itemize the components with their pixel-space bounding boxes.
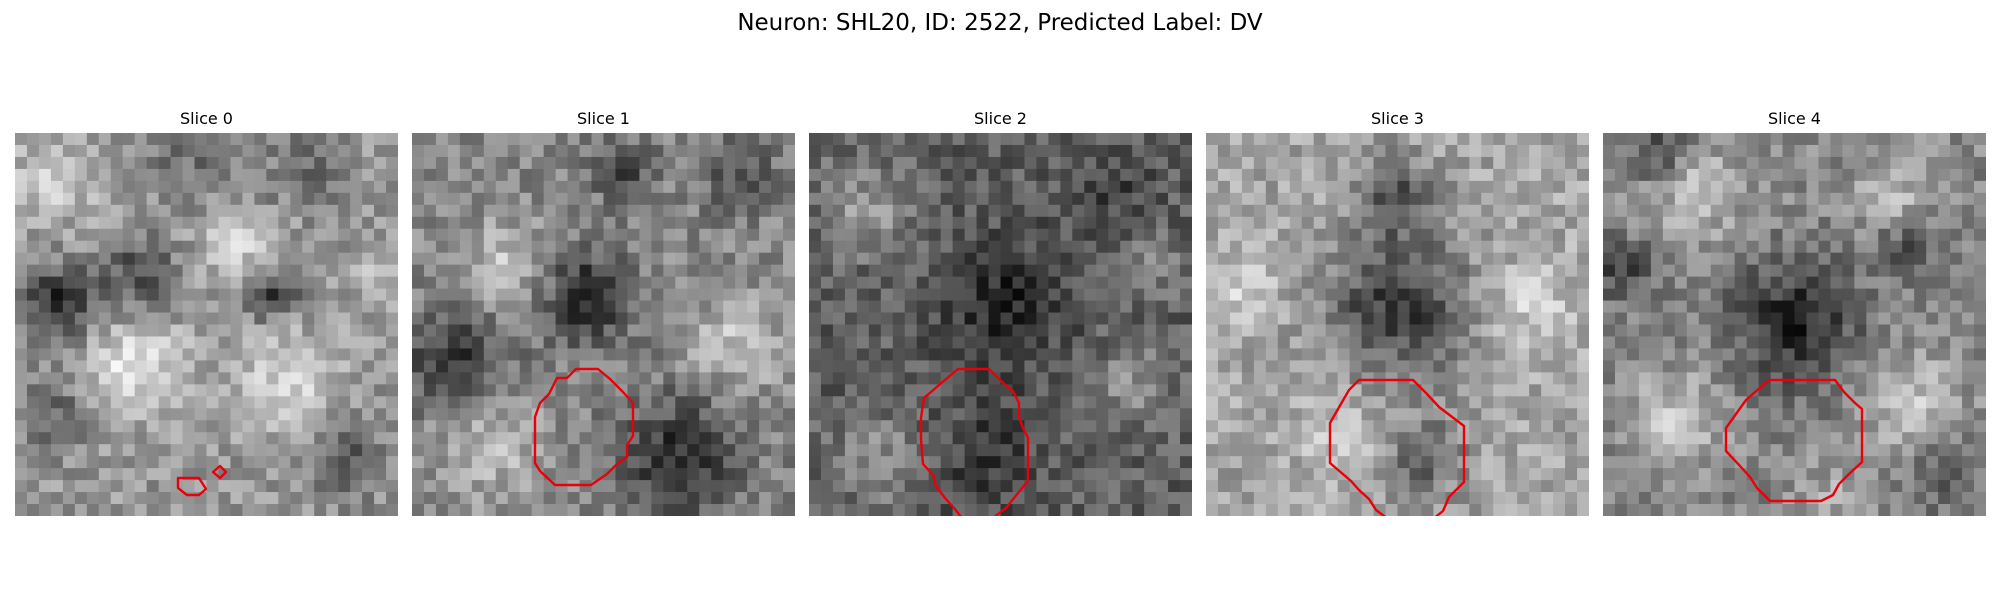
roi-outline — [919, 367, 1030, 516]
roi-outline — [176, 476, 208, 497]
roi-outline — [1328, 378, 1466, 516]
roi-outline — [533, 367, 635, 487]
roi-outline — [1724, 378, 1864, 503]
slice-title: Slice 3 — [1371, 109, 1424, 128]
slice-panel-4: Slice 4 — [1603, 106, 1986, 516]
slice-image — [1603, 133, 1986, 516]
slice-title: Slice 1 — [577, 109, 630, 128]
slice-image — [15, 133, 398, 516]
slice-image — [412, 133, 795, 516]
slice-title: Slice 0 — [180, 109, 233, 128]
slice-panel-2: Slice 2 — [809, 106, 1192, 516]
slice-image — [1206, 133, 1589, 516]
roi-outline — [211, 464, 228, 480]
slice-title: Slice 4 — [1768, 109, 1821, 128]
slice-image — [809, 133, 1192, 516]
slice-panel-3: Slice 3 — [1206, 106, 1589, 516]
slice-panel-1: Slice 1 — [412, 106, 795, 516]
slice-title: Slice 2 — [974, 109, 1027, 128]
figure-title: Neuron: SHL20, ID: 2522, Predicted Label… — [737, 10, 1263, 36]
slice-panel-0: Slice 0 — [15, 106, 398, 516]
